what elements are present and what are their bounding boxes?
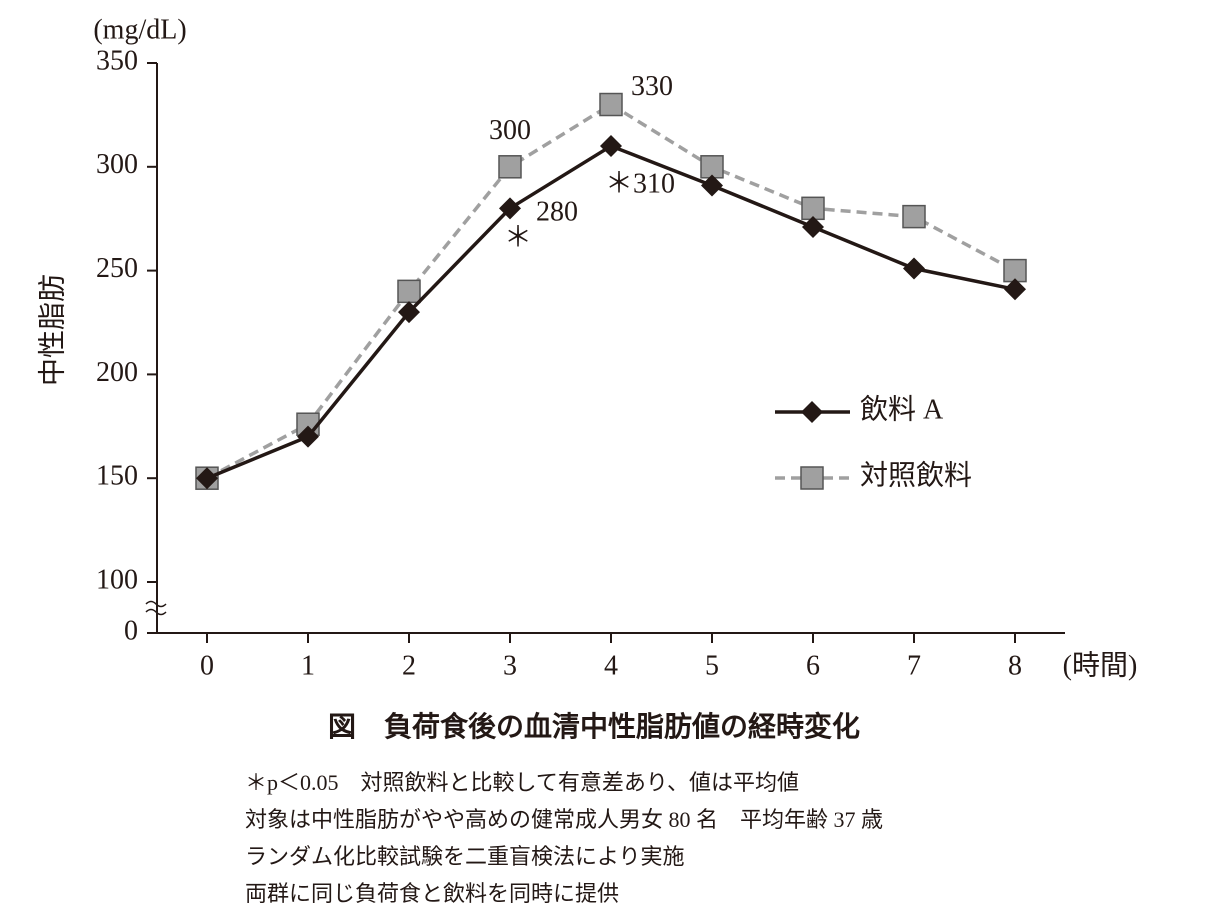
data-point [600,135,622,158]
data-point [802,216,824,239]
data-label: ＊310 [605,168,675,199]
x-tick-label: 7 [907,650,921,681]
note: ランダム化比較試験を二重盲検法により実施 [245,844,685,869]
data-point [398,301,420,324]
data-point [499,197,521,220]
data-label: 300 [489,115,531,146]
y-tick-label: 350 [96,45,138,76]
legend-marker [801,401,823,423]
note: ＊p＜0.05 対照飲料と比較して有意差あり、値は平均値 [245,770,799,795]
y-tick-label: 250 [96,253,138,284]
caption: 図 負荷食後の血清中性脂肪値の経時変化 [328,710,860,743]
note: 対象は中性脂肪がやや高めの健常成人男女 80 名 平均年齢 37 歳 [245,807,883,832]
data-point [498,155,522,179]
x-tick-label: 6 [806,650,820,681]
y-tick-label: 150 [96,461,138,492]
y-tick-label: 300 [96,149,138,180]
data-point [903,257,925,280]
data-label: 280 [536,197,578,228]
x-tick-label: 5 [705,650,719,681]
x-tick-label: 3 [503,650,517,681]
y-tick-label: 100 [96,564,138,595]
legend-label: 対照飲料 [860,459,972,491]
x-tick-label: 1 [301,650,315,681]
y-unit: (mg/dL) [93,14,186,45]
y-label: 中性脂肪 [36,274,68,386]
x-tick-label: 2 [402,650,416,681]
data-point [196,467,218,490]
data-point [599,92,623,117]
data-point [701,174,723,197]
y-tick-label: 0 [124,615,138,646]
data-label: 330 [631,71,673,102]
legend-marker [800,466,824,490]
x-tick-label: 8 [1008,650,1022,681]
x-label: (時間) [1063,649,1138,681]
annotation: ＊ [504,223,532,254]
data-point [397,279,421,304]
data-point [902,204,926,229]
data-point [297,425,319,448]
legend-label: 飲料 A [860,393,944,425]
note: 両群に同じ負荷食と飲料を同時に提供 [245,881,619,906]
y-tick-label: 200 [96,357,138,388]
axis-break [145,600,167,616]
x-tick-label: 0 [200,650,214,681]
data-point [1004,278,1026,301]
x-tick-label: 4 [604,650,618,681]
